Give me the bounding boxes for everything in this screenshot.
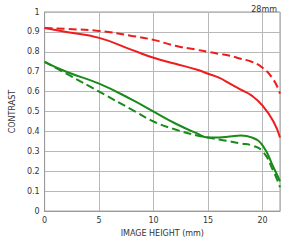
svg-text:0: 0 xyxy=(42,216,47,225)
svg-text:0.6: 0.6 xyxy=(27,87,40,96)
svg-text:28mm: 28mm xyxy=(251,5,277,14)
svg-text:0.1: 0.1 xyxy=(27,187,40,196)
svg-text:IMAGE HEIGHT (mm): IMAGE HEIGHT (mm) xyxy=(121,229,204,238)
svg-text:0.9: 0.9 xyxy=(27,27,40,36)
svg-text:10: 10 xyxy=(148,216,158,225)
svg-text:1: 1 xyxy=(35,8,40,17)
svg-text:15: 15 xyxy=(203,216,213,225)
svg-text:0.4: 0.4 xyxy=(27,127,40,136)
svg-text:0.2: 0.2 xyxy=(27,167,40,176)
svg-text:0.3: 0.3 xyxy=(27,147,40,156)
svg-text:0.5: 0.5 xyxy=(27,107,40,116)
svg-text:CONTRAST: CONTRAST xyxy=(8,90,17,134)
svg-text:0: 0 xyxy=(35,207,40,216)
svg-text:5: 5 xyxy=(97,216,102,225)
svg-text:20: 20 xyxy=(257,216,267,225)
svg-text:0.8: 0.8 xyxy=(27,47,40,56)
svg-text:0.7: 0.7 xyxy=(27,67,40,76)
